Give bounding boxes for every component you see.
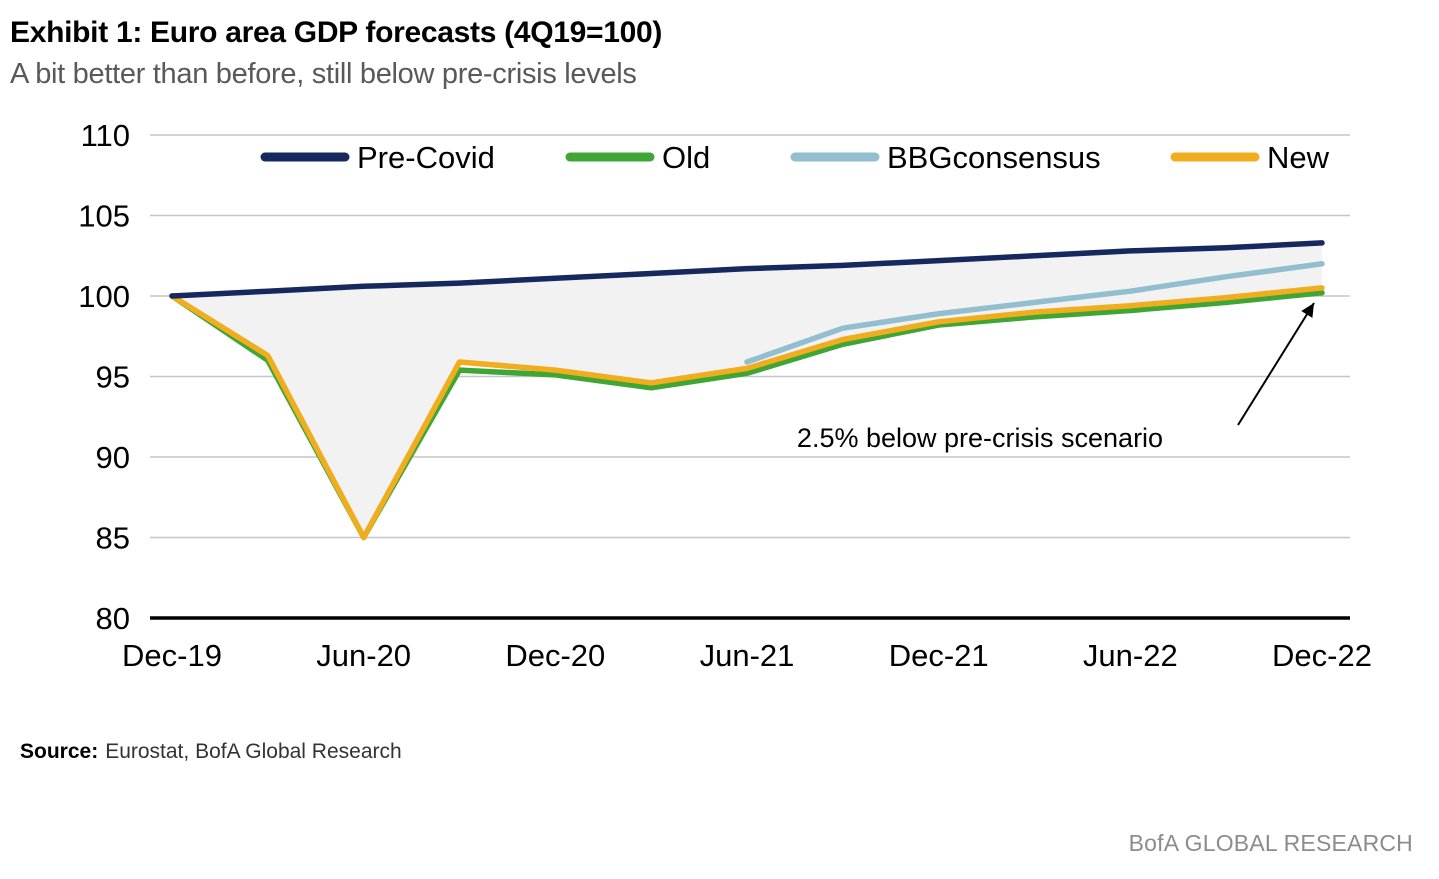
legend-label-bbgconsensus: BBGconsensus: [887, 140, 1101, 175]
gdp-forecast-chart: 80 85 90 95 100 105 110 Dec-19 Jun-20 Dec-20 Jun-2…: [0, 107, 1439, 694]
x-tick-label: Jun-21: [700, 638, 795, 673]
legend-label-pre-covid: Pre-Covid: [357, 140, 495, 175]
series-line-bbgconsensus: [744, 261, 1325, 365]
gap-area: [172, 242, 1322, 538]
exhibit-title: Exhibit 1: Euro area GDP forecasts (4Q19…: [10, 16, 663, 49]
y-tick-label: 95: [96, 360, 130, 395]
y-tick-label: 100: [78, 279, 130, 314]
y-tick-label: 80: [96, 601, 130, 636]
brand-footer: BofA GLOBAL RESEARCH: [1128, 830, 1413, 856]
annotation-text: 2.5% below pre-crisis scenario: [797, 423, 1163, 453]
x-tick-label: Dec-19: [122, 638, 222, 673]
y-tick-label: 85: [96, 521, 130, 556]
x-tick-label: Dec-20: [505, 638, 605, 673]
legend-item-pre-covid: Pre-Covid: [260, 140, 495, 175]
legend-item-bbgconsensus: BBGconsensus: [790, 140, 1101, 175]
chart-canvas: 80 85 90 95 100 105 110 Dec-19 Jun-20 Dec-20 Jun-2…: [78, 118, 1372, 673]
legend-item-new: New: [1170, 140, 1330, 175]
y-tick-label: 105: [78, 199, 130, 234]
y-tick-label: 110: [81, 118, 130, 153]
x-tick-label: Dec-21: [889, 638, 989, 673]
y-tick-label: 90: [96, 440, 130, 475]
x-tick-label: Dec-22: [1272, 638, 1372, 673]
series-line-pre-covid: [169, 240, 1325, 299]
series-line-new: [169, 285, 1325, 541]
legend-label-old: Old: [662, 140, 710, 175]
chart-header: Exhibit 1: Euro area GDP forecasts (4Q19…: [0, 0, 1439, 91]
legend-item-old: Old: [565, 140, 710, 175]
exhibit-subtitle: A bit better than before, still below pr…: [10, 58, 637, 90]
legend-label-new: New: [1267, 140, 1330, 175]
source-row: Source: Eurostat, BofA Global Research: [20, 740, 1439, 764]
source-text: Eurostat, BofA Global Research: [105, 740, 402, 763]
x-tick-label: Jun-20: [316, 638, 411, 673]
annotation-arrow: [1237, 302, 1315, 426]
source-label: Source:: [20, 740, 99, 763]
annotation-arrowhead: [1301, 303, 1314, 318]
x-tick-label: Jun-22: [1083, 638, 1178, 673]
